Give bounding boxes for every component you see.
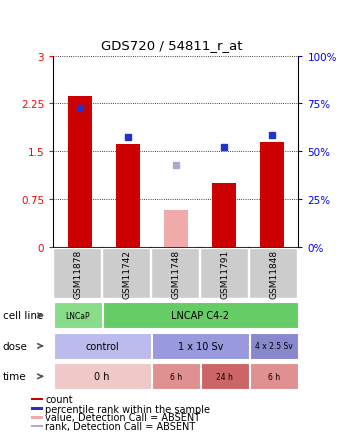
Bar	[31, 398, 43, 401]
Bar	[164, 210, 188, 247]
Text: 6 h: 6 h	[268, 372, 280, 381]
Text: 4 x 2.5 Sv: 4 x 2.5 Sv	[255, 342, 293, 351]
Bar	[249, 248, 297, 299]
Text: GSM11748: GSM11748	[171, 249, 180, 298]
Text: dose: dose	[3, 341, 27, 351]
Bar	[53, 248, 101, 299]
Text: GSM11742: GSM11742	[122, 249, 131, 298]
Bar	[68, 96, 92, 247]
Bar	[54, 303, 102, 329]
Text: percentile rank within the sample: percentile rank within the sample	[45, 404, 210, 414]
Bar	[102, 248, 150, 299]
Text: count: count	[45, 395, 73, 404]
Bar	[200, 248, 248, 299]
Text: rank, Detection Call = ABSENT: rank, Detection Call = ABSENT	[45, 421, 196, 431]
Text: 24 h: 24 h	[216, 372, 233, 381]
Text: 6 h: 6 h	[170, 372, 182, 381]
Text: 0 h: 0 h	[94, 372, 110, 381]
Text: GDS720 / 54811_r_at: GDS720 / 54811_r_at	[101, 39, 242, 52]
Text: LNCAP C4-2: LNCAP C4-2	[171, 311, 229, 321]
Text: GSM11791: GSM11791	[220, 249, 229, 298]
Text: GSM11878: GSM11878	[73, 249, 82, 298]
Bar	[250, 364, 298, 389]
Bar	[54, 364, 151, 389]
Bar	[201, 364, 249, 389]
Bar	[152, 364, 200, 389]
Bar	[116, 144, 140, 247]
Bar	[250, 333, 298, 359]
Bar	[212, 184, 236, 247]
Bar	[31, 416, 43, 418]
Bar	[54, 333, 151, 359]
Bar	[103, 303, 298, 329]
Text: cell line: cell line	[3, 311, 43, 321]
Text: GSM11848: GSM11848	[269, 249, 279, 298]
Bar	[260, 142, 284, 247]
Text: 1 x 10 Sv: 1 x 10 Sv	[178, 341, 223, 351]
Bar	[152, 333, 249, 359]
Text: value, Detection Call = ABSENT: value, Detection Call = ABSENT	[45, 412, 200, 422]
Bar	[31, 425, 43, 427]
Bar	[31, 408, 43, 410]
Bar	[151, 248, 199, 299]
Text: control: control	[85, 341, 119, 351]
Text: LNCaP: LNCaP	[66, 311, 90, 320]
Text: time: time	[3, 372, 26, 381]
